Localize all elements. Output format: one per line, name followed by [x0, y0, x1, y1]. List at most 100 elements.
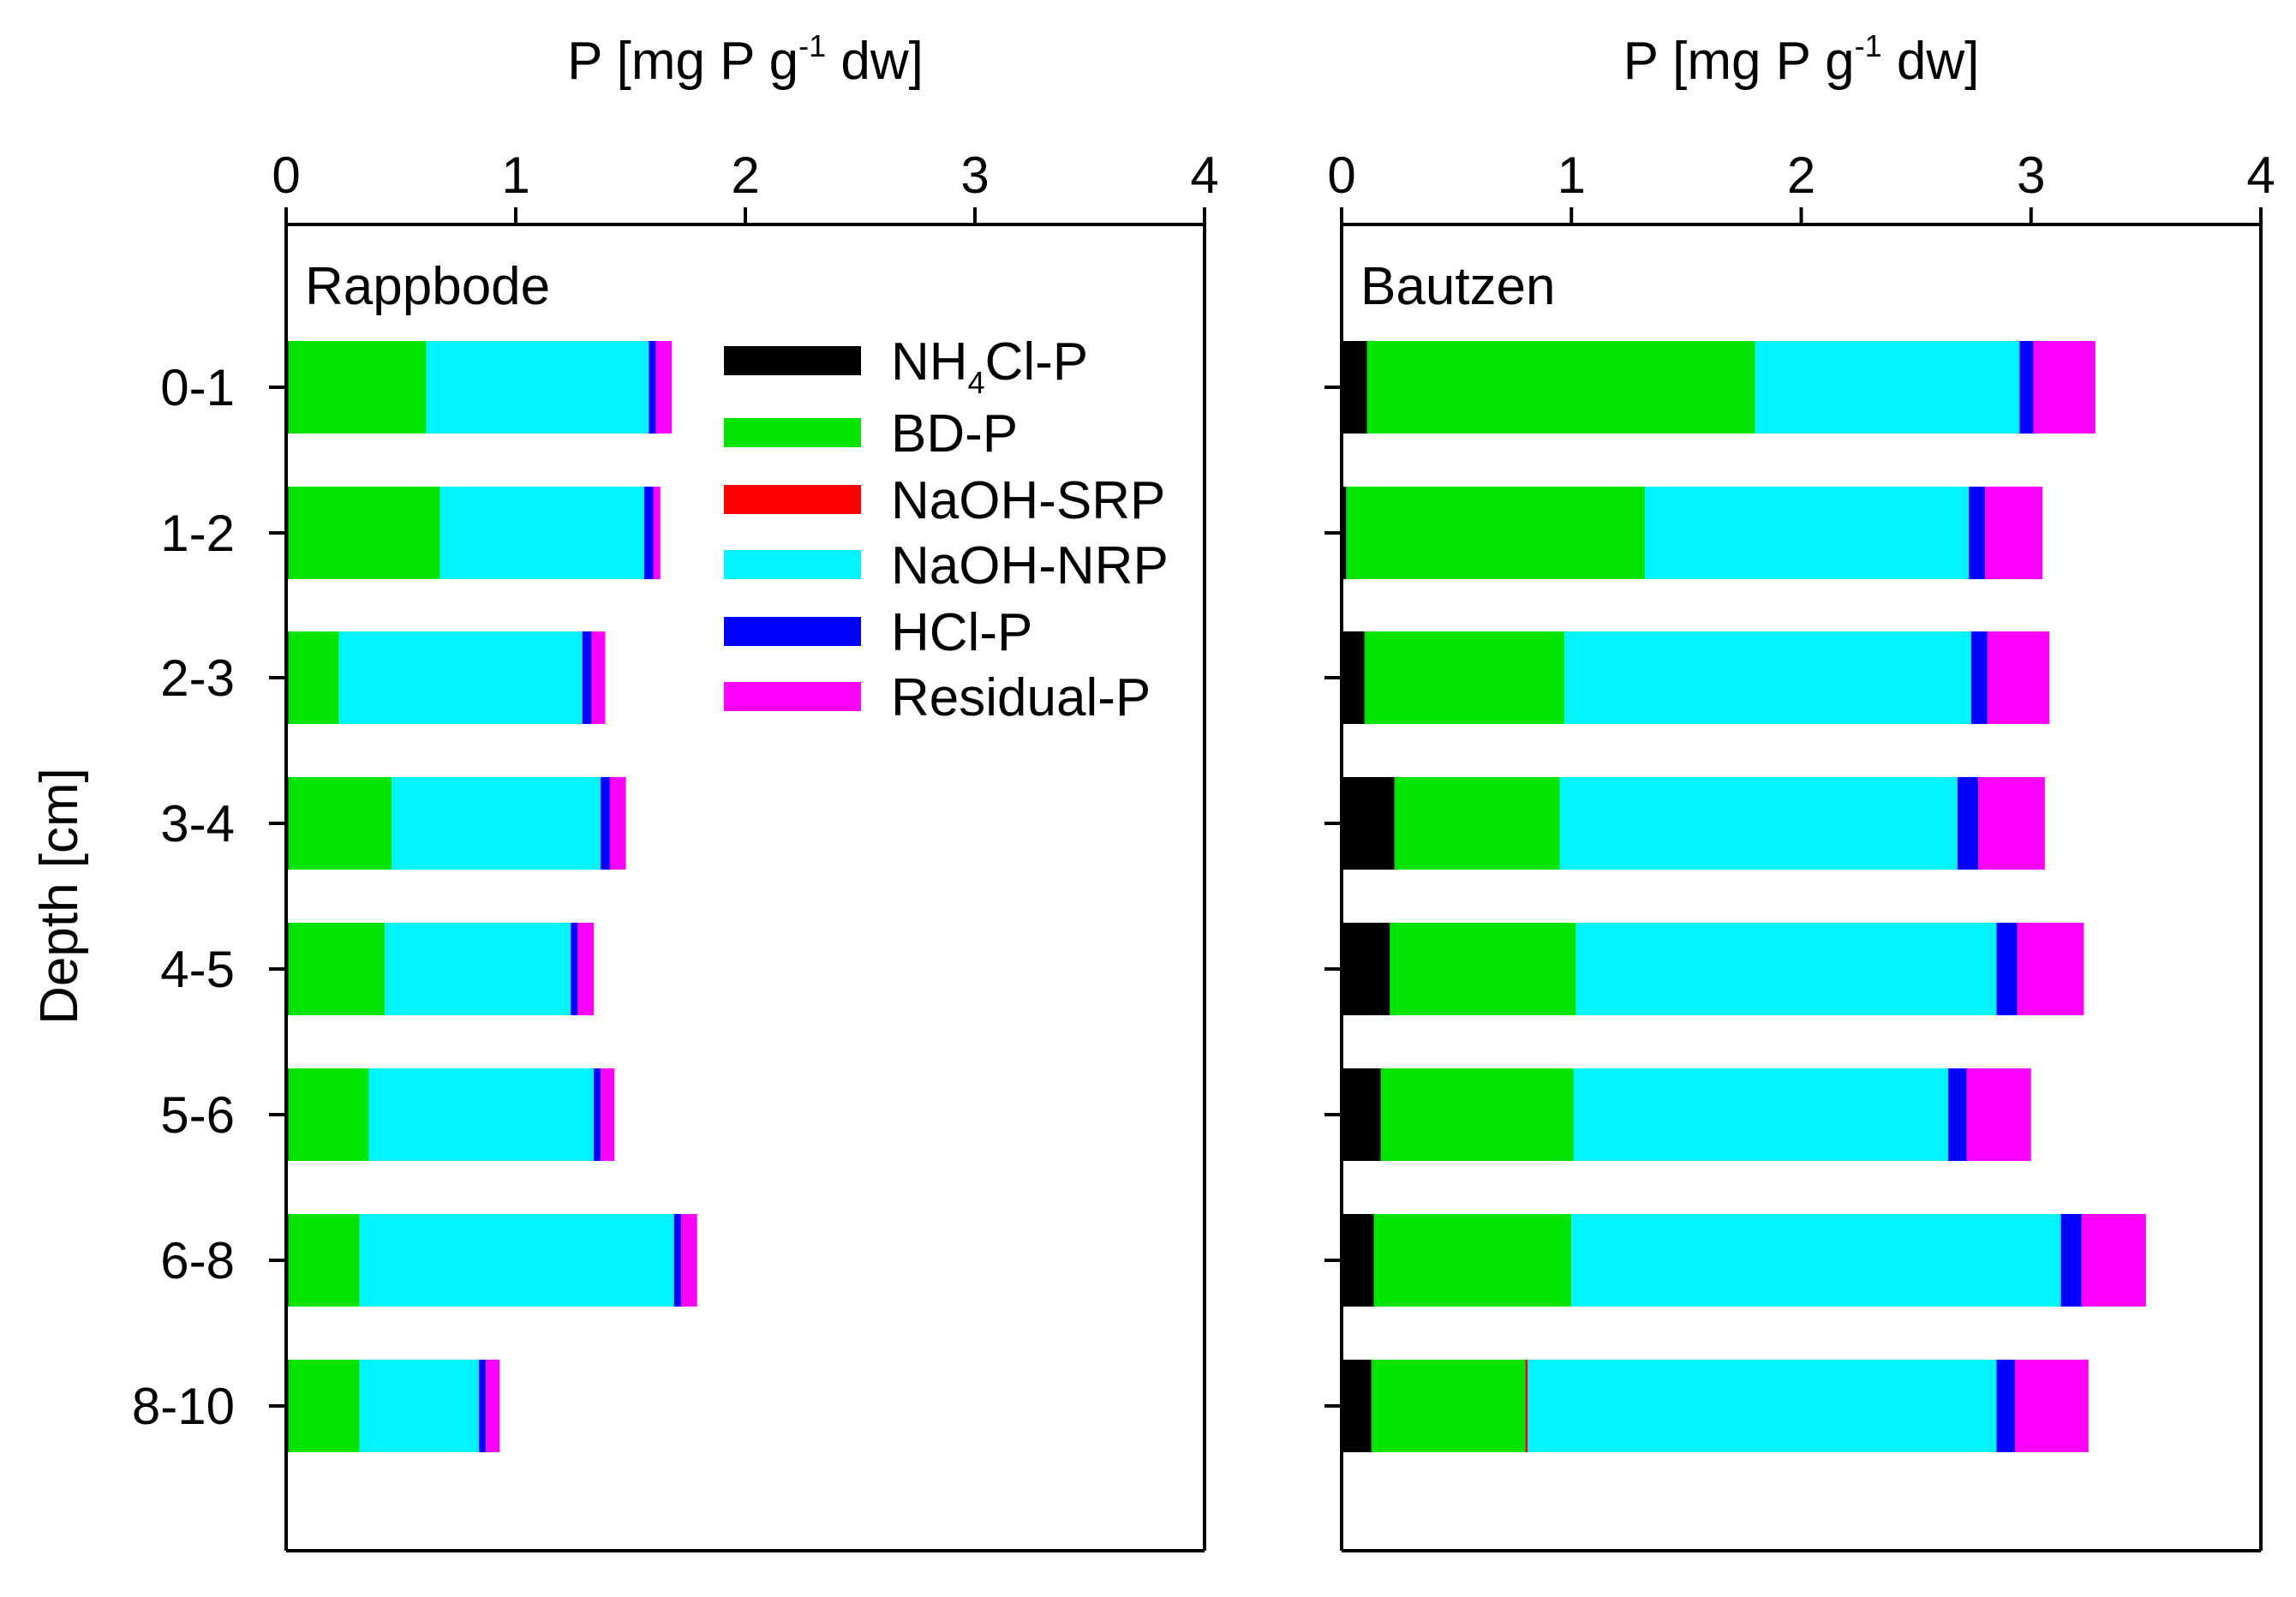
- bar-segment: [594, 1068, 601, 1161]
- bar-segment: [1342, 487, 1347, 579]
- bar-segment: [439, 487, 645, 579]
- bar-segment: [288, 487, 440, 579]
- bar-segment: [1342, 1214, 1374, 1307]
- bar-segment: [1948, 1068, 1967, 1161]
- bar-segment: [288, 777, 392, 870]
- bar-segment: [1346, 487, 1646, 579]
- bar-segment: [286, 923, 289, 1015]
- panel-label: Bautzen: [1360, 257, 1556, 316]
- y-tick-label: 5-6: [160, 1086, 235, 1144]
- bar-segment: [2060, 1214, 2082, 1307]
- legend-label: BD-P: [891, 404, 1018, 464]
- legend-label: NaOH-SRP: [891, 471, 1165, 530]
- legend-label: Residual-P: [891, 668, 1151, 727]
- bar-segment: [1394, 777, 1560, 870]
- bar-segment: [288, 1360, 360, 1452]
- bar-segment: [1525, 1360, 1528, 1452]
- bar-segment: [392, 777, 601, 870]
- bar-segment: [288, 1214, 360, 1307]
- bar-segment: [1342, 631, 1365, 724]
- bar-segment: [649, 341, 656, 434]
- legend-swatch: [724, 485, 861, 514]
- bar-segment: [1573, 1068, 1949, 1161]
- bar-segment: [286, 631, 289, 724]
- bar-segment: [286, 341, 289, 434]
- bar-segment: [1987, 631, 2050, 724]
- legend-swatch: [724, 418, 861, 447]
- bar-segment: [655, 341, 673, 434]
- bar-segment: [1571, 1214, 2061, 1307]
- x-axis-title: P [mg P g-1 dw]: [1623, 28, 1980, 91]
- panel-rappbode: 0 1 2 3 4 P [mg P g-1 dw] Rappbode 0-1 1-2 2-3 3-4…: [132, 28, 1219, 1552]
- bar-segment: [1969, 487, 1986, 579]
- bar-segment: [1528, 1360, 1997, 1452]
- bar-segment: [1371, 1360, 1526, 1452]
- panel-bautzen: 0 1 2 3 4 P [mg P g-1 dw] Bautzen: [1324, 28, 2275, 1552]
- y-tick-label: 0-1: [160, 359, 235, 416]
- legend-swatch: [724, 682, 861, 711]
- bar-segment: [479, 1360, 487, 1452]
- bar-segment: [2033, 341, 2096, 434]
- bar-segment: [582, 631, 592, 724]
- bar-segment: [2019, 341, 2034, 434]
- bar-segment: [1364, 631, 1565, 724]
- bar-segment: [1645, 487, 1970, 579]
- bar-segment: [680, 1214, 697, 1307]
- bar-segment: [1366, 341, 1755, 434]
- bar-segment: [1576, 923, 1997, 1015]
- bar-segment: [1373, 1214, 1572, 1307]
- x-tick-label: 4: [1190, 147, 1218, 204]
- bar-segment: [601, 777, 610, 870]
- bar-segment: [1957, 777, 1979, 870]
- bar-segment: [591, 631, 606, 724]
- bar-segment: [1342, 1068, 1381, 1161]
- bar-segment: [1996, 1360, 2015, 1452]
- bar-segment: [1342, 923, 1390, 1015]
- bar-segment: [288, 341, 427, 434]
- bar-segment: [286, 1214, 289, 1307]
- panel-label: Rappbode: [305, 257, 550, 316]
- x-tick-label: 2: [731, 147, 759, 204]
- y-tick-label: 6-8: [160, 1232, 235, 1289]
- bar-segment: [1978, 777, 2045, 870]
- y-axis-title: Depth [cm]: [30, 768, 89, 1025]
- y-tick-label: 4-5: [160, 941, 235, 998]
- x-tick-label: 0: [1327, 147, 1355, 204]
- x-tick-label: 2: [1787, 147, 1815, 204]
- bar-segment: [286, 777, 289, 870]
- y-tick-label: 2-3: [160, 649, 235, 707]
- legend: NH4Cl-PBD-P NaOH-SRP NaOH-NRP HCl-P Residual…: [724, 332, 1169, 727]
- bar-segment: [1971, 631, 1988, 724]
- bar-segment: [486, 1360, 500, 1452]
- bar-segment: [288, 631, 339, 724]
- bar-segment: [359, 1214, 674, 1307]
- bar-segment: [1996, 923, 2018, 1015]
- bar-segment: [2014, 1360, 2089, 1452]
- bar-segment: [1985, 487, 2043, 579]
- x-tick-label: 3: [2017, 147, 2045, 204]
- legend-label: NaOH-NRP: [891, 536, 1169, 595]
- bar-segment: [2081, 1214, 2146, 1307]
- bar-segment: [653, 487, 661, 579]
- y-tick-label: 3-4: [160, 795, 235, 852]
- bar-segment: [359, 1360, 480, 1452]
- x-tick-label: 1: [501, 147, 529, 204]
- bar-segment: [426, 341, 649, 434]
- bar-segment: [673, 1214, 681, 1307]
- legend-swatch: [724, 550, 861, 579]
- bar-segment: [1966, 1068, 2031, 1161]
- bar-segment: [1342, 777, 1395, 870]
- bar-segment: [286, 1068, 289, 1161]
- bar-segment: [609, 777, 626, 870]
- bar-segment: [1342, 341, 1367, 434]
- x-tick-label: 3: [960, 147, 989, 204]
- y-tick-label: 8-10: [132, 1378, 235, 1435]
- bar-segment: [571, 923, 578, 1015]
- bar-segment: [286, 1360, 289, 1452]
- bar-segment: [1559, 777, 1958, 870]
- bar-segment: [1564, 631, 1972, 724]
- x-tick-label: 1: [1558, 147, 1586, 204]
- bar-segment: [1390, 923, 1576, 1015]
- bar-segment: [1342, 1360, 1372, 1452]
- x-axis-title: P [mg P g-1 dw]: [567, 28, 924, 91]
